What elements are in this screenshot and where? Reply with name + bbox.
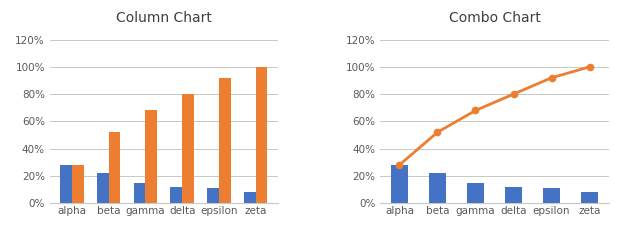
Bar [134,183,145,203]
Bar [429,173,446,203]
Bar [244,192,256,203]
Bar [505,187,522,203]
Bar [72,165,84,203]
Bar [145,110,157,203]
Bar [219,78,230,203]
Bar [581,192,598,203]
Bar [207,188,219,203]
Bar [391,165,408,203]
Bar [60,165,72,203]
Bar [109,132,120,203]
Title: Column Chart: Column Chart [116,11,212,25]
Bar [256,67,268,203]
Title: Combo Chart: Combo Chart [448,11,540,25]
Bar [543,188,560,203]
Bar [182,94,194,203]
Bar [467,183,484,203]
Bar [170,187,182,203]
Bar [97,173,109,203]
